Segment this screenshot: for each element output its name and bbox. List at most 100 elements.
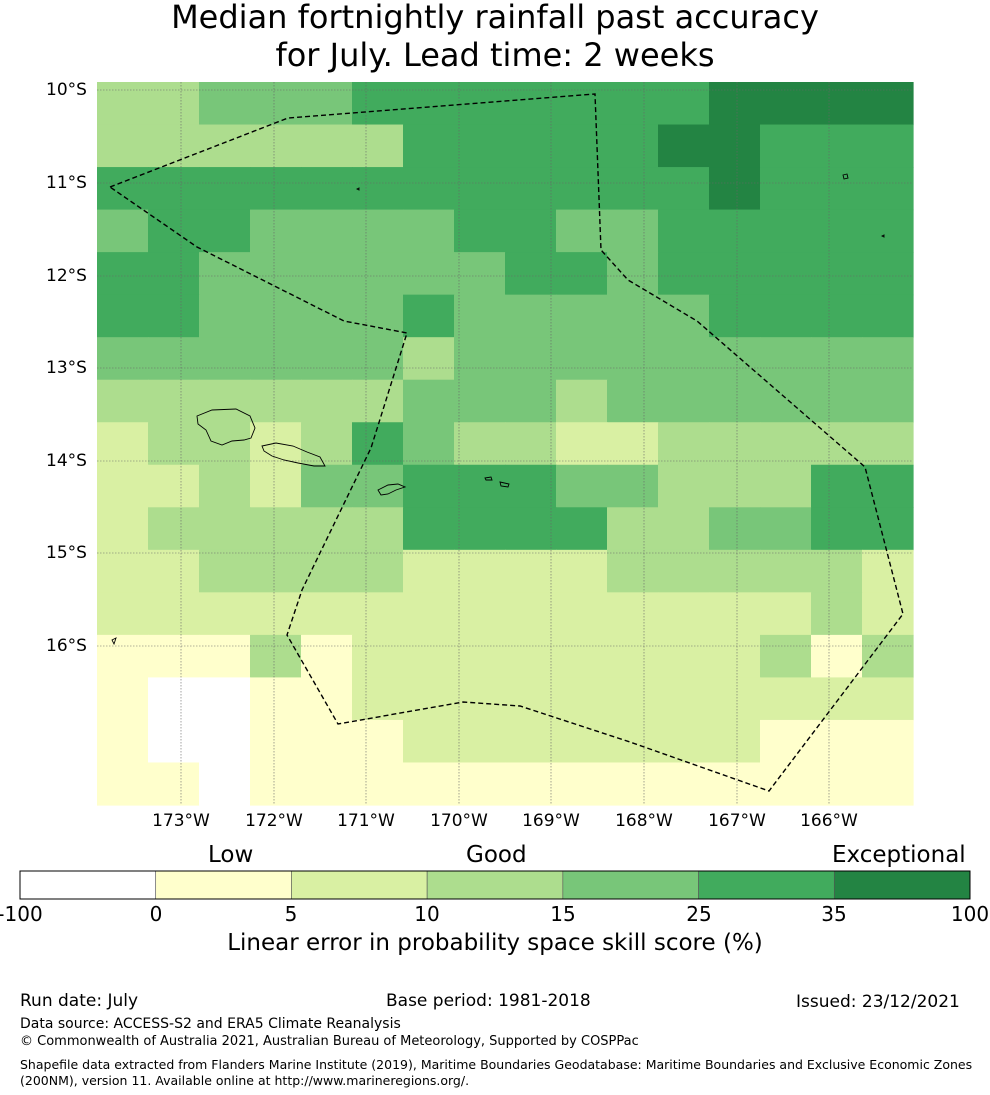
grid-cell bbox=[199, 677, 251, 721]
lon-label-167w: 167°W bbox=[708, 811, 766, 831]
grid-cell bbox=[862, 677, 914, 721]
lat-label-13s: 13°S bbox=[46, 358, 87, 378]
grid-cell bbox=[250, 634, 302, 679]
grid-cell bbox=[658, 82, 710, 126]
lon-label-171w: 171°W bbox=[337, 811, 395, 831]
grid-cell bbox=[301, 379, 353, 423]
grid-cell bbox=[505, 82, 557, 126]
grid-cell bbox=[148, 252, 200, 296]
grid-cell bbox=[760, 592, 812, 636]
grid-cell bbox=[97, 634, 149, 679]
grid-cell bbox=[403, 209, 455, 253]
grid-cell bbox=[760, 677, 812, 721]
grid-cell bbox=[352, 507, 404, 551]
lat-label-11s: 11°S bbox=[46, 173, 87, 193]
colorbar-tick: 10 bbox=[414, 902, 440, 926]
grid-cell bbox=[811, 464, 863, 508]
grid-cell bbox=[505, 337, 557, 381]
grid-cell bbox=[862, 719, 914, 764]
colorbar-tick: 35 bbox=[821, 902, 847, 926]
copyright: © Commonwealth of Australia 2021, Austra… bbox=[20, 1034, 639, 1049]
grid-cell bbox=[760, 252, 812, 296]
grid-cell bbox=[862, 124, 914, 168]
colorbar-tick: 100 bbox=[950, 902, 990, 926]
grid-cell bbox=[454, 464, 506, 508]
grid-cell bbox=[862, 762, 914, 806]
grid-cell bbox=[403, 294, 455, 338]
grid-cell bbox=[403, 167, 455, 211]
grid-cell bbox=[199, 464, 251, 508]
grid-cell bbox=[148, 464, 200, 508]
grid-cell bbox=[454, 167, 506, 211]
lat-label-16s: 16°S bbox=[46, 636, 87, 656]
grid-cell bbox=[97, 719, 149, 764]
run-date: Run date: July bbox=[20, 991, 139, 1011]
grid-cell bbox=[607, 167, 659, 211]
grid-cell bbox=[862, 422, 914, 466]
grid-cell bbox=[301, 82, 353, 126]
grid-cell bbox=[607, 422, 659, 466]
grid-cell bbox=[250, 124, 302, 168]
grid-cell bbox=[454, 634, 506, 679]
grid-cell bbox=[148, 634, 200, 679]
grid-cell bbox=[607, 294, 659, 338]
grid-cell bbox=[250, 549, 302, 593]
grid-cell bbox=[454, 379, 506, 423]
grid-cell bbox=[250, 167, 302, 211]
grid-cell bbox=[454, 252, 506, 296]
grid-cell bbox=[556, 209, 608, 253]
grid-cell bbox=[556, 719, 608, 764]
grid-cell bbox=[403, 507, 455, 551]
grid-cell bbox=[505, 209, 557, 253]
grid-cell bbox=[301, 337, 353, 381]
grid-cell bbox=[709, 209, 761, 253]
grid-cell bbox=[658, 762, 710, 806]
grid-cell bbox=[403, 719, 455, 764]
grid-cell bbox=[97, 592, 149, 636]
grid-cell bbox=[862, 379, 914, 423]
grid-cell bbox=[199, 592, 251, 636]
grid-cell bbox=[556, 379, 608, 423]
colorbar-segment bbox=[155, 870, 292, 900]
lon-label-173w: 173°W bbox=[152, 811, 210, 831]
grid-cell bbox=[658, 124, 710, 168]
grid-cell bbox=[199, 379, 251, 423]
grid-cell bbox=[607, 507, 659, 551]
grid-cell bbox=[709, 762, 761, 806]
grid-cell bbox=[250, 762, 302, 806]
grid-cell bbox=[709, 422, 761, 466]
lon-label-172w: 172°W bbox=[245, 811, 303, 831]
grid-cell bbox=[658, 549, 710, 593]
grid-cell bbox=[454, 677, 506, 721]
grid-cell bbox=[199, 634, 251, 679]
grid-cell bbox=[505, 379, 557, 423]
colorbar-segment bbox=[698, 870, 835, 900]
manua-islands bbox=[484, 476, 510, 488]
grid-cell bbox=[250, 464, 302, 508]
shapefile-credit: Shapefile data extracted from Flanders M… bbox=[20, 1057, 973, 1088]
grid-cell bbox=[505, 294, 557, 338]
grid-cell bbox=[607, 592, 659, 636]
grid-cell bbox=[148, 677, 200, 721]
grid-cell bbox=[301, 634, 353, 679]
grid-cell bbox=[760, 634, 812, 679]
grid-cell bbox=[301, 464, 353, 508]
grid-cell bbox=[403, 634, 455, 679]
grid-cell bbox=[760, 719, 812, 764]
grid-cell bbox=[97, 549, 149, 593]
data-source: Data source: ACCESS-S2 and ERA5 Climate … bbox=[20, 1016, 401, 1032]
grid-cell bbox=[556, 677, 608, 721]
grid-cell bbox=[811, 634, 863, 679]
grid-cell bbox=[148, 719, 200, 764]
grid-cell bbox=[148, 379, 200, 423]
grid-cell bbox=[556, 82, 608, 126]
grid-cell bbox=[454, 209, 506, 253]
grid-cell bbox=[454, 294, 506, 338]
colorbar-tick: -100 bbox=[0, 902, 43, 926]
grid-cell bbox=[658, 464, 710, 508]
grid-cell bbox=[862, 634, 914, 679]
grid-cell bbox=[760, 124, 812, 168]
grid-cell bbox=[403, 549, 455, 593]
grid-cell bbox=[760, 82, 812, 126]
grid-cell bbox=[709, 464, 761, 508]
